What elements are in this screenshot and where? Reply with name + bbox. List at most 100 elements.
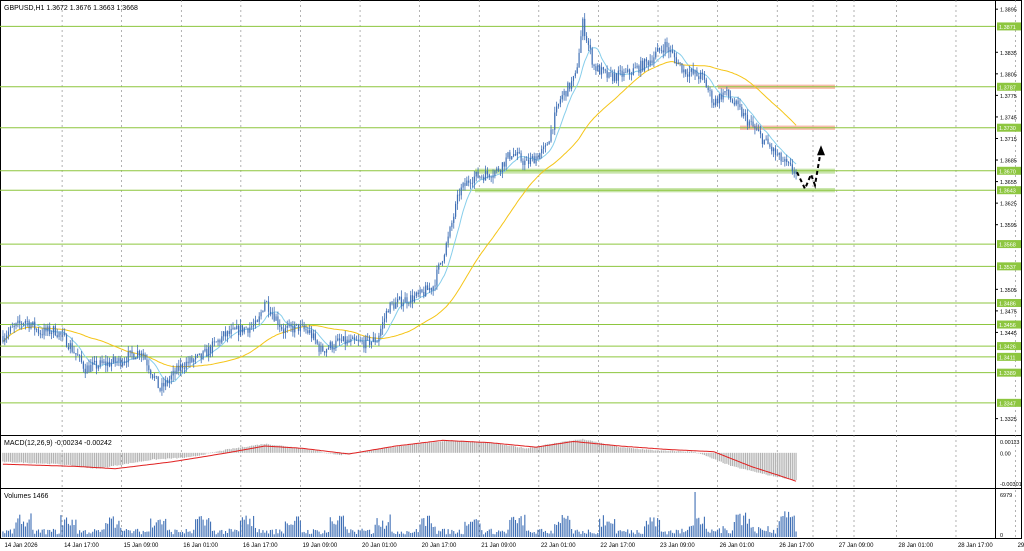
candle-body: [690, 69, 692, 72]
macd-hist-bar: [148, 452, 150, 461]
candle-body: [112, 357, 114, 363]
projection-path: [796, 149, 822, 192]
candle-body: [267, 301, 270, 312]
candle-body: [299, 324, 301, 331]
candle-body: [413, 296, 416, 302]
candle-body: [514, 154, 517, 156]
candle-body: [387, 310, 389, 313]
level-badge: [997, 123, 1021, 132]
macd-axis-label: 0.00: [1000, 451, 1011, 457]
candle-body: [778, 152, 780, 155]
level-label: 1.3426: [999, 345, 1016, 351]
candle-body: [516, 152, 518, 156]
candle-body: [316, 340, 318, 344]
candle-body: [382, 322, 384, 329]
candle-body: [561, 95, 563, 100]
macd-hist-bar: [533, 447, 535, 453]
candle-body: [254, 320, 257, 325]
candle-body: [213, 341, 215, 343]
candle-body: [11, 327, 13, 328]
candle-body: [230, 328, 232, 334]
macd-hist-bar: [743, 452, 745, 470]
macd-hist-bar: [378, 448, 380, 453]
macd-hist-bar: [221, 450, 223, 453]
level-label: 1.3568: [999, 243, 1016, 249]
macd-hist-bar: [97, 452, 99, 469]
macd-hist-bar: [492, 442, 494, 453]
candle-body: [129, 350, 131, 352]
candle-body: [636, 65, 638, 68]
macd-hist-bar: [260, 444, 262, 453]
macd-hist-bar: [170, 452, 172, 459]
y-tick-label: 1.3625: [1000, 202, 1017, 208]
candle-body: [625, 71, 627, 73]
candle-body: [193, 359, 195, 362]
macd-hist-bar: [211, 452, 214, 453]
macd-hist-bar: [380, 448, 382, 453]
macd-hist-bar: [570, 440, 573, 453]
y-tick-label: 1.3445: [1000, 331, 1017, 337]
macd-hist-bar: [496, 443, 498, 453]
macd-hist-bar: [767, 452, 769, 476]
macd-hist-bar: [696, 452, 698, 454]
candle-body: [438, 264, 440, 270]
macd-hist-bar: [138, 452, 141, 462]
candle-body: [722, 92, 724, 100]
macd-hist-bar: [619, 447, 621, 453]
macd-axis-label: 0.00113: [1000, 440, 1019, 446]
candle-body: [563, 90, 565, 96]
macd-hist-bar: [180, 452, 182, 458]
candle-body: [524, 160, 526, 165]
candle-body: [73, 351, 75, 354]
volume-axis-label: 0: [1000, 533, 1003, 539]
macd-hist-bar: [604, 444, 606, 453]
candle-body: [533, 156, 535, 164]
macd-indicator: 0.00113 0.00 -0.00301: [2, 438, 1022, 488]
candle-body: [344, 336, 346, 345]
macd-hist-bar: [198, 452, 200, 456]
candle-body: [630, 74, 633, 75]
macd-hist-bar: [542, 445, 545, 453]
macd-hist-bar: [501, 444, 503, 453]
candle-body: [185, 361, 187, 369]
macd-hist-bar: [791, 452, 793, 480]
macd-hist-bar: [688, 451, 691, 453]
level-label: 1.3730: [999, 126, 1016, 132]
candle-body: [602, 67, 604, 70]
macd-hist-bar: [425, 442, 427, 453]
candle-body: [780, 152, 782, 162]
candle-body: [604, 69, 606, 71]
candle-body: [131, 350, 133, 354]
candle-body: [211, 341, 214, 353]
macd-hist-bar: [505, 444, 507, 453]
candle-body: [731, 99, 734, 103]
candle-body: [314, 333, 316, 341]
candle-body: [232, 327, 234, 329]
candle-body: [597, 65, 599, 71]
candle-body: [496, 168, 498, 171]
candle-body: [196, 354, 199, 357]
candle-body: [643, 58, 646, 71]
candle-body: [163, 382, 165, 387]
macd-hist-bar: [275, 445, 277, 453]
macd-hist-bar: [140, 452, 142, 462]
x-tick-label: 16 Jan 01:00: [183, 543, 218, 549]
macd-hist-bar: [434, 441, 436, 453]
candle-body: [93, 360, 96, 363]
candle-body: [729, 96, 732, 100]
candle-body: [492, 175, 494, 178]
macd-hist-bar: [391, 447, 393, 453]
macd-hist-bar: [105, 452, 107, 468]
macd-hist-bar: [475, 442, 477, 453]
macd-hist-bar: [303, 448, 305, 453]
candle-body: [628, 69, 631, 75]
x-tick-label: 19 Jan 09:00: [302, 543, 337, 549]
candle-body: [692, 69, 694, 74]
candle-body: [282, 329, 285, 334]
candle-body: [107, 361, 109, 366]
macd-hist-bar: [709, 452, 711, 458]
candle-body: [750, 121, 752, 123]
macd-hist-bar: [428, 442, 431, 453]
candle-body: [258, 316, 260, 322]
level-badge: [997, 22, 1021, 31]
